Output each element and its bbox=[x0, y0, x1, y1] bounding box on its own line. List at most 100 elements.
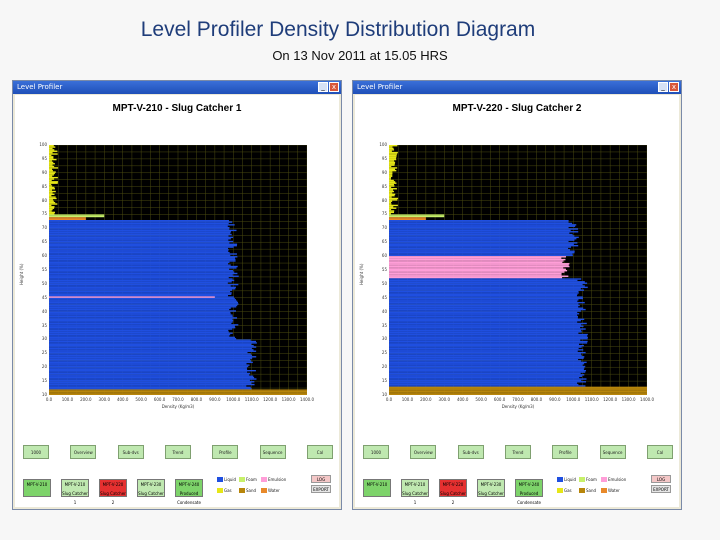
layer-bar-liquid bbox=[49, 258, 236, 261]
tab-button-sequence[interactable]: Sequence bbox=[259, 445, 286, 459]
layer-bar-liquid bbox=[49, 254, 231, 257]
layer-bar-gas bbox=[49, 158, 57, 161]
tab-button-trend[interactable]: Trend bbox=[504, 445, 531, 459]
tab-button-sequence[interactable]: Sequence bbox=[599, 445, 626, 459]
side-button-export[interactable]: EXPORT bbox=[651, 485, 671, 493]
tab-button-trend[interactable]: Trend bbox=[164, 445, 191, 459]
layer-bar-liquid bbox=[49, 350, 257, 352]
layer-bar-gas bbox=[49, 179, 52, 182]
layer-bar-liquid bbox=[49, 329, 229, 332]
layer-bar-liquid bbox=[49, 328, 233, 330]
layer-bar-emulsion bbox=[389, 276, 563, 279]
unit-button[interactable]: MPT-V-210 bbox=[363, 479, 391, 497]
y-tick-label: 70 bbox=[381, 225, 387, 231]
layer-bar-gas bbox=[389, 175, 393, 177]
profiler-window-2: Level Profiler _ x MPT-V-220 - Slug Catcher… bbox=[352, 80, 682, 510]
minimize-button[interactable]: _ bbox=[658, 82, 668, 92]
tab-button-profile[interactable]: Profile bbox=[552, 445, 579, 459]
layer-bar-gas bbox=[49, 206, 55, 208]
tab-button-overview[interactable]: Overview bbox=[410, 445, 437, 459]
y-tick-label: 30 bbox=[41, 336, 47, 342]
tab-button-cal[interactable]: Cal bbox=[646, 445, 673, 459]
layer-bar-emulsion bbox=[389, 272, 562, 275]
y-tick-label: 100 bbox=[39, 142, 47, 147]
layer-bar-liquid bbox=[389, 239, 575, 241]
layer-bar-gas bbox=[389, 201, 392, 204]
side-button-log[interactable]: LOG bbox=[311, 475, 331, 483]
unit-button[interactable]: MPT-V-220 Slug Catcher 2 bbox=[439, 479, 467, 505]
layer-bar-liquid bbox=[49, 224, 235, 226]
legend-swatch bbox=[261, 477, 267, 482]
layer-bar-gas bbox=[49, 151, 53, 154]
layer-bar-liquid bbox=[49, 340, 256, 343]
layer-bar-liquid bbox=[49, 375, 254, 377]
tab-button-cal[interactable]: Cal bbox=[306, 445, 333, 459]
layer-bar-gas bbox=[49, 183, 52, 186]
side-button-export[interactable]: EXPORT bbox=[311, 485, 331, 493]
layer-bar-liquid bbox=[49, 331, 229, 333]
layer-bar-liquid bbox=[389, 220, 569, 222]
close-button[interactable]: x bbox=[329, 82, 339, 92]
legend-item: Liquid bbox=[217, 477, 236, 482]
layer-bar-gas bbox=[389, 208, 392, 211]
unit-button[interactable]: MPT-V-240 Produced Condensate bbox=[175, 479, 203, 505]
x-tick-label: 1200.0 bbox=[603, 397, 618, 402]
layer-bar-emulsion bbox=[389, 274, 562, 276]
legend-label: Liquid bbox=[564, 477, 577, 482]
layer-bar-liquid bbox=[49, 326, 236, 329]
tab-button-sub-dvs[interactable]: Sub-dvs bbox=[457, 445, 484, 459]
layer-bar-liquid bbox=[49, 364, 250, 366]
legend-item: Liquid bbox=[557, 477, 576, 482]
x-tick-label: 300.0 bbox=[438, 397, 450, 402]
layer-bar-gas bbox=[49, 168, 53, 170]
layer-bar-liquid bbox=[49, 374, 250, 376]
layer-bar-liquid bbox=[49, 238, 231, 240]
layer-bar-liquid bbox=[389, 296, 583, 298]
tab-button-profile[interactable]: Profile bbox=[212, 445, 239, 459]
y-tick-label: 35 bbox=[41, 322, 47, 328]
y-tick-label: 10 bbox=[41, 392, 47, 397]
tab-button-1000[interactable]: 1000 bbox=[23, 445, 49, 459]
layer-bar-emulsion bbox=[389, 267, 564, 269]
layer-bar-gas bbox=[49, 145, 54, 147]
tab-button-1000[interactable]: 1000 bbox=[363, 445, 389, 459]
layer-bar-liquid bbox=[389, 324, 582, 326]
tab-button-overview[interactable]: Overview bbox=[70, 445, 97, 459]
window-content: MPT-V-210 - Slug Catcher 1 100 95 90 85 80 75 7… bbox=[15, 95, 339, 507]
y-tick-label: 55 bbox=[381, 267, 387, 272]
unit-button[interactable]: MPT-V-240 Produced Condensate bbox=[515, 479, 543, 505]
legend-item: Water bbox=[601, 488, 620, 493]
unit-button[interactable]: MPT-V-210 bbox=[23, 479, 51, 497]
x-tick-label: 400.0 bbox=[116, 397, 129, 402]
unit-button[interactable]: MPT-V-220 Slug Catcher 2 bbox=[99, 479, 127, 505]
layer-bar-liquid bbox=[389, 283, 583, 286]
legend-label: Sand bbox=[246, 488, 257, 493]
layer-bar-gas bbox=[389, 146, 393, 148]
side-button-log[interactable]: LOG bbox=[651, 475, 671, 483]
layer-bar-liquid bbox=[389, 250, 575, 252]
layer-bar-liquid bbox=[389, 247, 569, 250]
minimize-button[interactable]: _ bbox=[318, 82, 328, 92]
legend-item: Emulsion bbox=[261, 477, 286, 482]
legend-item: Foam bbox=[239, 477, 257, 482]
layer-bar-liquid bbox=[49, 356, 257, 358]
layer-bar-sand bbox=[389, 393, 647, 395]
tab-button-sub-dvs[interactable]: Sub-dvs bbox=[117, 445, 144, 459]
layer-bar-liquid bbox=[389, 290, 579, 293]
unit-button[interactable]: MPT-V-230 Slug Catcher bbox=[477, 479, 505, 497]
unit-button[interactable]: MPT-V-230 Slug Catcher bbox=[137, 479, 165, 497]
unit-selector-row: MPT-V-210 MPT-V-210 Slug Catcher 1 MPT-V-2… bbox=[363, 475, 673, 505]
layer-bar-liquid bbox=[49, 293, 232, 295]
close-button[interactable]: x bbox=[669, 82, 679, 92]
layer-bar-gas bbox=[389, 178, 391, 180]
tab-button-row: 1000 Overview Sub-dvs Trend Profile Sequence C… bbox=[23, 445, 333, 459]
window-titlebar: Level Profiler _ x bbox=[353, 81, 681, 94]
layer-bar-liquid bbox=[389, 317, 578, 319]
layer-bar-gas bbox=[49, 156, 54, 158]
layer-bar-liquid bbox=[389, 278, 582, 280]
unit-button[interactable]: MPT-V-210 Slug Catcher 1 bbox=[61, 479, 89, 505]
unit-button[interactable]: MPT-V-210 Slug Catcher 1 bbox=[401, 479, 429, 505]
x-tick-label: 1100.0 bbox=[244, 397, 259, 402]
layer-bar-liquid bbox=[49, 381, 255, 383]
layer-bar-liquid bbox=[389, 335, 587, 337]
